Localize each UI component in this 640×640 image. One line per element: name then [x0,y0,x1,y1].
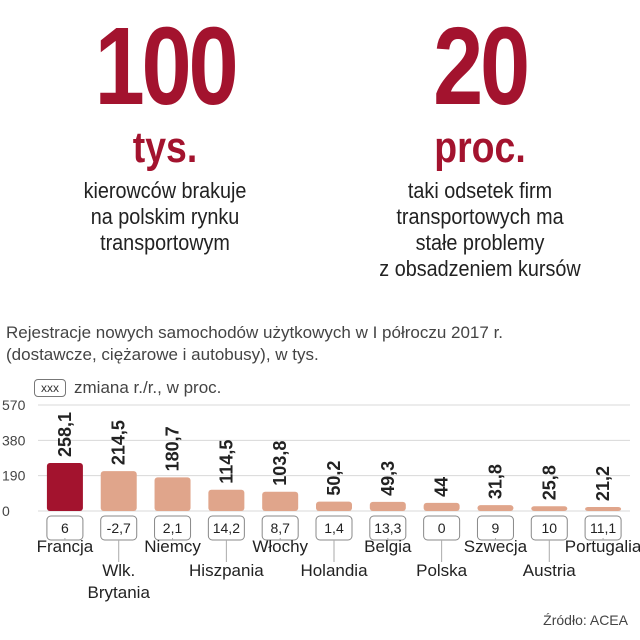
change-label: 11,1 [590,520,616,536]
bar [262,491,299,511]
data-label: 258,1 [55,412,75,457]
category-label: Szwecja [464,537,528,556]
bar [423,502,460,511]
change-label: 1,4 [324,520,344,536]
stat-description-line: z obsadzeniem kursów [379,256,581,281]
change-label: 2,1 [163,520,183,536]
category-label: Portugalia [565,537,640,556]
legend: xxx zmiana r./r., w proc. [34,378,221,398]
stat-firms-problems: 20 proc. taki odsetek firm transportowyc… [330,0,630,282]
data-label: 103,8 [270,441,290,486]
bar [46,463,83,511]
y-tick-label: 570 [2,397,26,413]
stat-description-line: na polskim rynku [90,204,240,229]
chart-title-line: (dostawcze, ciężarowe i autobusy), w tys… [6,345,319,364]
y-tick-label: 190 [2,468,26,484]
change-label: -2,7 [107,520,131,536]
stat-description: kierowców brakuje na polskim rynku trans… [35,178,296,256]
category-label: Austria [523,561,576,580]
category-label: Włochy [252,537,308,556]
y-tick-label: 0 [2,503,10,519]
stat-description-line: kierowców brakuje [83,178,247,203]
data-label: 31,8 [485,464,505,499]
bar [531,506,568,511]
category-label: Hiszpania [189,561,264,580]
data-label: 180,7 [163,426,183,471]
stat-description-line: transportowym [100,230,230,255]
category-label: Holandia [300,561,368,580]
stat-unit: proc. [434,123,526,172]
data-label: 114,5 [216,440,236,484]
stat-value: 100 [94,5,239,128]
bar [369,501,406,511]
stat-description-line: stałe problemy [415,230,545,255]
bar [154,477,191,511]
category-label: Wlk. [102,561,135,580]
category-label: Brytania [88,583,151,602]
change-label: 14,2 [213,520,240,536]
data-label: 214,5 [109,420,129,465]
data-label: 21,2 [593,466,613,501]
stat-drivers-shortage: 100 tys. kierowców brakuje na polskim ry… [20,0,310,256]
category-label: Francja [37,537,94,556]
bar [477,505,514,511]
stat-description: taki odsetek firm transportowych ma stał… [345,178,615,282]
legend-label: zmiana r./r., w proc. [74,378,222,397]
data-label: 50,2 [324,461,344,496]
stat-description-line: transportowych ma [396,204,564,229]
bar [585,507,622,511]
change-label: 10 [541,520,557,536]
stat-value: 20 [433,5,530,128]
change-label: 13,3 [374,520,401,536]
change-label: 8,7 [270,520,290,536]
y-tick-label: 380 [2,432,26,448]
change-label: 9 [492,520,500,536]
stat-unit: tys. [132,123,198,172]
legend-box: xxx [34,379,66,397]
category-label: Niemcy [144,537,201,556]
category-label: Polska [416,561,468,580]
bar [100,471,137,511]
chart-title-line: Rejestracje nowych samochodów użytkowych… [6,323,504,342]
data-label: 49,3 [378,461,398,496]
source-note: Źródło: ACEA [543,612,628,628]
stat-description-line: taki odsetek firm [407,178,553,203]
data-label: 25,8 [539,465,559,500]
bar [316,501,352,511]
change-label: 0 [438,520,446,536]
data-label: 44 [432,477,452,497]
change-label: 6 [61,520,69,536]
bar [208,489,245,511]
chart-title: Rejestracje nowych samochodów użytkowych… [6,322,636,366]
category-label: Belgia [364,537,412,556]
